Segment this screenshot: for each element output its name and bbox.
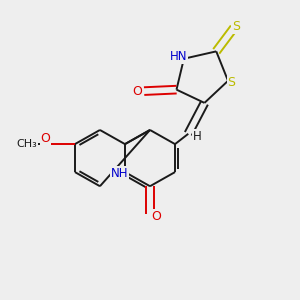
Text: O: O <box>152 210 161 223</box>
Text: CH₃: CH₃ <box>16 139 37 149</box>
Text: NH: NH <box>111 167 128 180</box>
Text: H: H <box>193 130 202 143</box>
Text: O: O <box>40 132 50 145</box>
Text: S: S <box>228 76 236 89</box>
Text: O: O <box>132 85 142 98</box>
Text: HN: HN <box>170 50 187 63</box>
Text: S: S <box>232 20 240 33</box>
